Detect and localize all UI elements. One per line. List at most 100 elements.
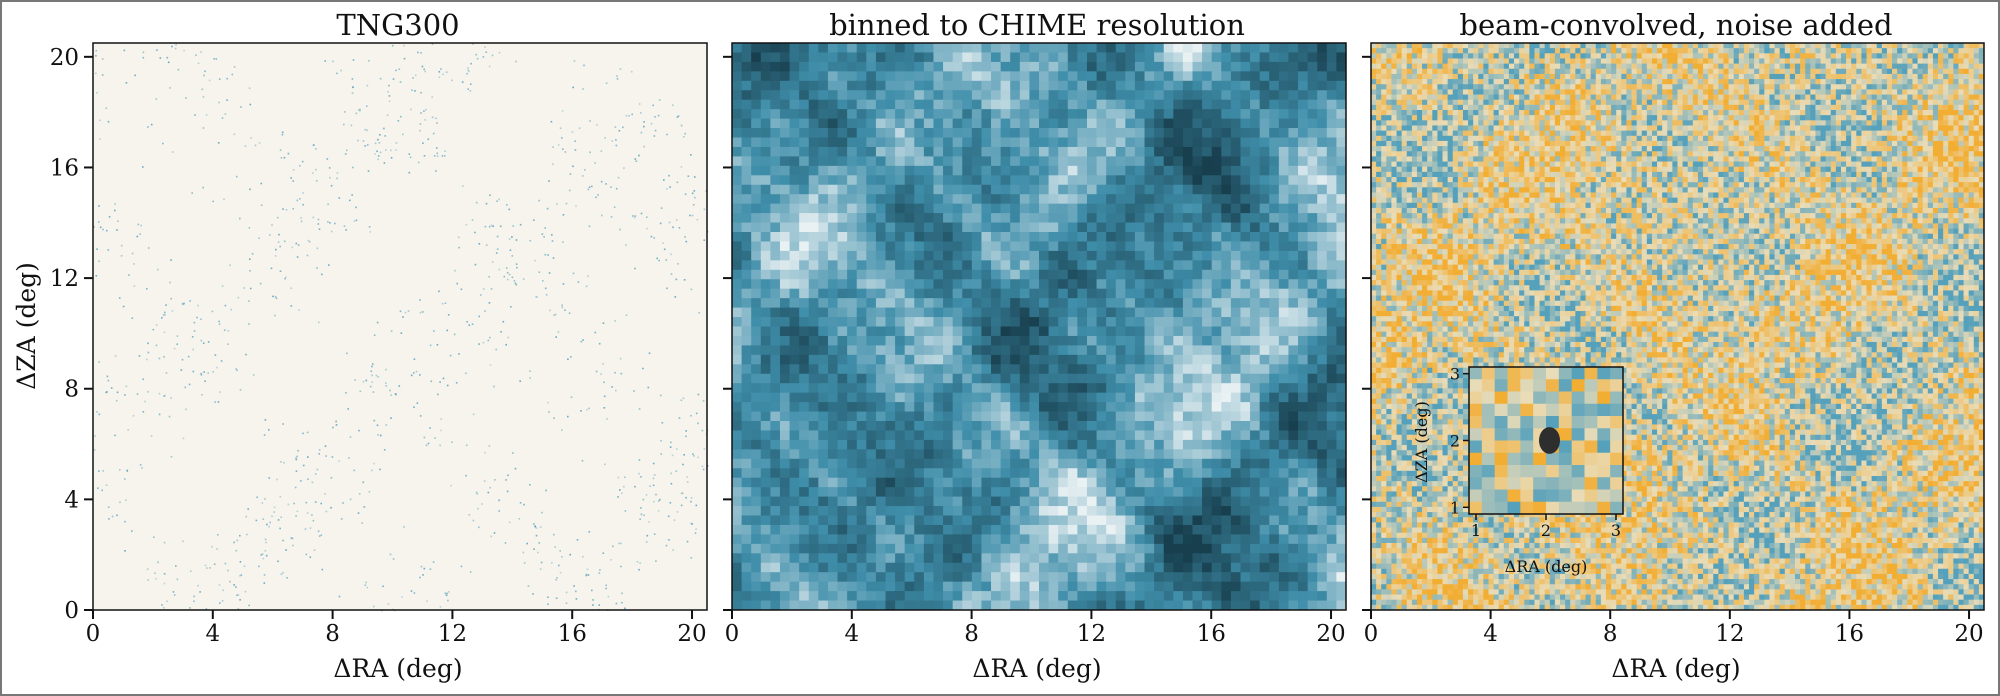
chime-pixel bbox=[837, 269, 848, 280]
chime-pixel bbox=[808, 118, 819, 129]
chime-pixel bbox=[1163, 156, 1174, 167]
chime-pixel bbox=[1288, 52, 1299, 63]
chime-pixel bbox=[1039, 345, 1050, 356]
chime-pixel bbox=[904, 477, 915, 488]
chime-pixel bbox=[866, 572, 877, 583]
tng-point bbox=[419, 299, 421, 301]
chime-pixel bbox=[1039, 572, 1050, 583]
chime-pixel bbox=[914, 250, 925, 261]
chime-pixel bbox=[1029, 449, 1040, 460]
chime-pixel bbox=[1115, 80, 1126, 91]
chime-pixel bbox=[1010, 335, 1021, 346]
chime-pixel bbox=[760, 402, 771, 413]
chime-pixel bbox=[952, 118, 963, 129]
tng-point bbox=[403, 526, 405, 528]
chime-pixel bbox=[1154, 175, 1165, 186]
tng-point bbox=[570, 396, 573, 398]
chime-pixel bbox=[1134, 298, 1146, 309]
chime-pixel bbox=[856, 165, 867, 176]
chime-pixel bbox=[1134, 543, 1146, 554]
chime-pixel bbox=[779, 269, 791, 280]
tng-point bbox=[142, 378, 144, 381]
chime-pixel bbox=[1336, 52, 1347, 63]
chime-pixel bbox=[1077, 581, 1088, 592]
chime-pixel bbox=[1182, 439, 1193, 450]
chime-pixel bbox=[1086, 562, 1098, 573]
chime-pixel bbox=[808, 524, 819, 535]
chime-pixel bbox=[1029, 156, 1040, 167]
chime-pixel bbox=[1086, 430, 1098, 441]
chime-pixel bbox=[1307, 543, 1318, 554]
chime-pixel bbox=[1307, 515, 1318, 526]
chime-pixel bbox=[1250, 317, 1261, 327]
chime-pixel bbox=[991, 364, 1002, 375]
chime-pixel bbox=[1221, 213, 1232, 224]
chime-pixel bbox=[1000, 52, 1011, 63]
chime-pixel bbox=[1259, 591, 1270, 602]
chime-pixel bbox=[885, 269, 896, 280]
chime-pixel bbox=[1163, 61, 1174, 72]
chime-pixel bbox=[923, 524, 934, 535]
chime-pixel bbox=[1086, 496, 1098, 507]
chime-pixel bbox=[914, 506, 925, 516]
chime-pixel bbox=[1106, 250, 1117, 261]
tng-point bbox=[249, 287, 252, 290]
chime-pixel bbox=[914, 496, 925, 507]
chime-pixel bbox=[1173, 354, 1184, 365]
chime-pixel bbox=[952, 52, 963, 63]
chime-pixel bbox=[1039, 411, 1050, 422]
tng-point bbox=[440, 418, 442, 420]
chime-pixel bbox=[1058, 80, 1069, 91]
tng-point bbox=[462, 185, 464, 187]
chime-pixel bbox=[1336, 71, 1347, 82]
chime-pixel bbox=[1010, 364, 1021, 375]
chime-pixel bbox=[1336, 156, 1347, 167]
tng-point bbox=[694, 196, 696, 199]
chime-pixel bbox=[789, 430, 800, 441]
chime-pixel bbox=[751, 364, 762, 375]
chime-pixel bbox=[1144, 43, 1155, 53]
chime-pixel bbox=[1144, 109, 1155, 120]
chime-pixel bbox=[895, 392, 906, 403]
chime-pixel bbox=[952, 439, 963, 450]
chime-pixel bbox=[1019, 232, 1030, 242]
chime-pixel bbox=[1336, 222, 1347, 233]
chime-pixel bbox=[933, 430, 944, 441]
chime-pixel bbox=[837, 430, 848, 441]
chime-pixel bbox=[1019, 203, 1030, 214]
chime-pixel bbox=[1086, 241, 1098, 252]
chime-pixel bbox=[847, 421, 858, 431]
chime-pixel bbox=[751, 175, 762, 186]
tng-point bbox=[244, 145, 247, 147]
chime-pixel bbox=[1336, 345, 1347, 356]
chime-pixel bbox=[856, 487, 867, 498]
tng-point bbox=[638, 472, 640, 475]
chime-pixel bbox=[741, 534, 752, 545]
chime-pixel bbox=[943, 421, 954, 431]
tng-point bbox=[158, 413, 161, 416]
chime-pixel bbox=[1134, 118, 1146, 129]
tng-point bbox=[370, 370, 373, 372]
chime-pixel bbox=[1269, 317, 1280, 327]
chime-pixel bbox=[779, 468, 791, 479]
chime-pixel bbox=[741, 61, 752, 72]
chime-pixel bbox=[885, 52, 896, 63]
chime-pixel bbox=[1326, 581, 1337, 592]
chime-pixel bbox=[1154, 553, 1165, 564]
chime-pixel bbox=[808, 345, 819, 356]
chime-pixel bbox=[1326, 543, 1337, 554]
tng-point bbox=[264, 498, 266, 500]
chime-pixel bbox=[1269, 345, 1280, 356]
chime-pixel bbox=[895, 317, 906, 327]
chime-pixel bbox=[1307, 477, 1318, 488]
chime-pixel bbox=[779, 572, 791, 583]
tng-point bbox=[98, 221, 100, 223]
chime-pixel bbox=[847, 439, 858, 450]
chime-pixel bbox=[962, 194, 973, 205]
tng-point bbox=[214, 354, 217, 356]
tng-point bbox=[383, 449, 386, 451]
chime-pixel bbox=[1221, 137, 1232, 148]
chime-pixel bbox=[1259, 80, 1270, 91]
chime-pixel bbox=[1106, 487, 1117, 498]
tng-point bbox=[185, 408, 187, 411]
